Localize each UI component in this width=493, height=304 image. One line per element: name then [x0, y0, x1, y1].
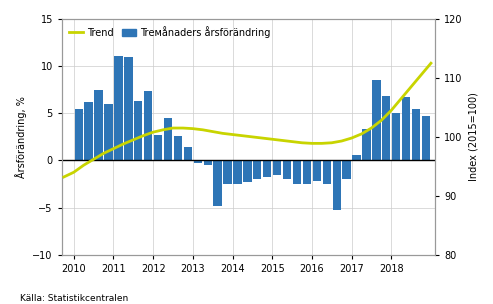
Bar: [223, 161, 232, 184]
Bar: [124, 57, 133, 161]
Bar: [273, 161, 282, 174]
Bar: [412, 109, 420, 161]
Bar: [174, 136, 182, 161]
Bar: [154, 135, 162, 161]
Bar: [184, 147, 192, 161]
Bar: [74, 109, 83, 161]
Bar: [213, 161, 222, 206]
Bar: [105, 104, 113, 161]
Bar: [352, 155, 361, 161]
Bar: [164, 118, 172, 161]
Bar: [243, 161, 251, 182]
Bar: [263, 161, 272, 178]
Bar: [253, 161, 261, 179]
Bar: [402, 97, 410, 161]
Bar: [313, 161, 321, 181]
Bar: [114, 56, 123, 161]
Y-axis label: Årsförändring, %: Årsförändring, %: [15, 96, 27, 178]
Bar: [84, 102, 93, 161]
Bar: [303, 161, 311, 184]
Bar: [94, 90, 103, 161]
Bar: [134, 101, 142, 161]
Bar: [382, 96, 390, 161]
Y-axis label: Index (2015=100): Index (2015=100): [468, 92, 478, 181]
Bar: [392, 113, 400, 161]
Text: Källa: Statistikcentralen: Källa: Statistikcentralen: [20, 294, 128, 303]
Bar: [343, 161, 351, 179]
Bar: [283, 161, 291, 179]
Bar: [372, 80, 381, 161]
Bar: [362, 129, 371, 161]
Bar: [204, 161, 212, 165]
Bar: [144, 91, 152, 161]
Bar: [322, 161, 331, 184]
Legend: Trend, Trемånaders årsförändring: Trend, Trемånaders årsförändring: [67, 24, 272, 40]
Bar: [233, 161, 242, 184]
Bar: [422, 116, 430, 161]
Bar: [332, 161, 341, 209]
Bar: [293, 161, 301, 184]
Bar: [194, 161, 202, 163]
